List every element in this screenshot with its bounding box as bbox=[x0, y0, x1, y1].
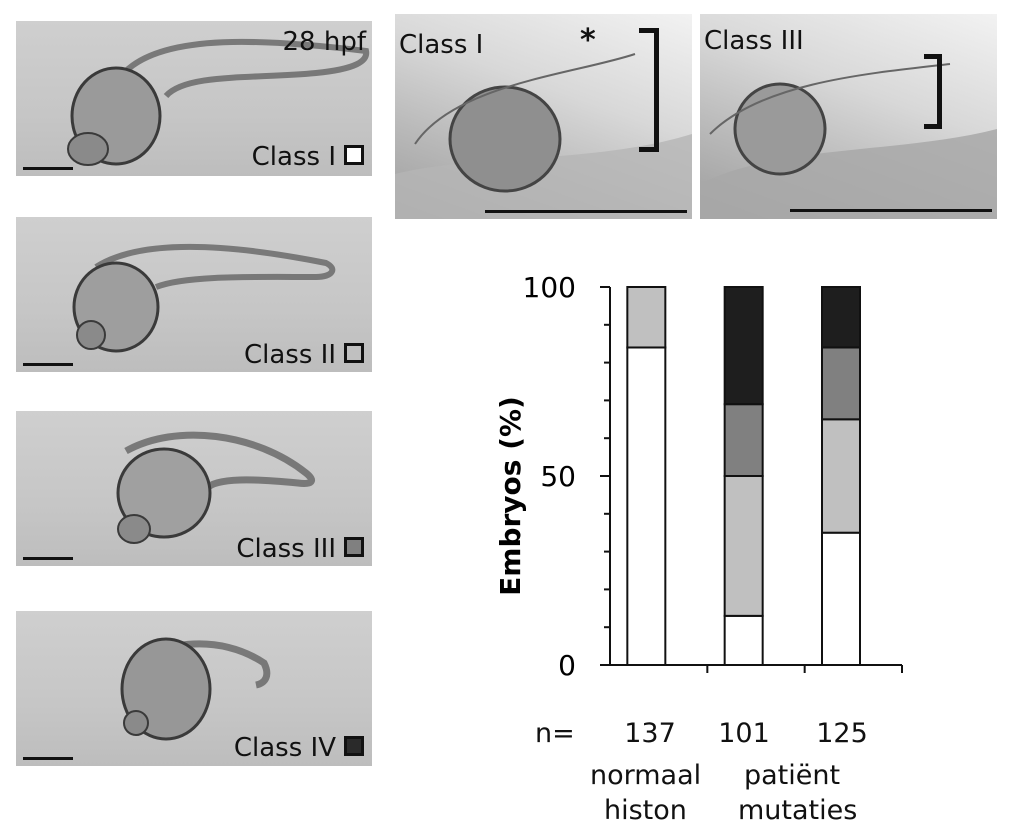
group-label-mut-line1: patiënt bbox=[744, 760, 841, 791]
class-label: Class II bbox=[243, 340, 336, 370]
class-4-swatch bbox=[344, 736, 364, 756]
y-tick-label: 50 bbox=[540, 460, 576, 493]
embryo-image-class-4 bbox=[120, 637, 271, 741]
class-3-swatch bbox=[344, 537, 364, 557]
closeup-class-1: Class I * bbox=[395, 14, 692, 219]
closeup-image-class-1 bbox=[395, 53, 692, 219]
bar-segment-class-ii bbox=[626, 286, 667, 349]
class-label: Class III bbox=[236, 534, 336, 564]
y-tick-label: 0 bbox=[558, 649, 576, 682]
class-label: Class I bbox=[251, 142, 336, 172]
closeup-label: Class I bbox=[399, 30, 484, 60]
n-value-wt: 137 bbox=[624, 718, 676, 749]
y-axis-label: Embryos (%) bbox=[494, 396, 527, 596]
bar-segment-class-iv bbox=[821, 286, 861, 349]
class-label: Class IV bbox=[233, 733, 336, 763]
scale-bar bbox=[485, 210, 687, 213]
group-label-mut-line2: mutaties bbox=[738, 795, 858, 826]
embryo-panel-class-4: Class IV bbox=[16, 611, 372, 766]
closeup-class-3: Class III bbox=[700, 14, 997, 219]
bracket-marker bbox=[639, 28, 659, 152]
bracket-marker bbox=[924, 54, 942, 129]
n-value-k91r: 125 bbox=[816, 718, 868, 749]
bar-segment-class-i bbox=[626, 346, 667, 666]
bar-segment-class-ii bbox=[821, 418, 861, 534]
group-label-wt-line1: normaal bbox=[590, 760, 702, 791]
n-label: n= bbox=[535, 718, 575, 749]
closeup-label: Class III bbox=[704, 26, 804, 56]
group-label-wt-line2: histon bbox=[604, 795, 687, 826]
scale-bar bbox=[790, 209, 992, 212]
stage-label: 28 hpf bbox=[282, 27, 366, 57]
embryo-panel-class-1: 28 hpf Class I bbox=[16, 21, 372, 176]
closeup-image-class-3 bbox=[700, 63, 997, 219]
class-2-swatch bbox=[344, 343, 364, 363]
scale-bar bbox=[23, 363, 73, 366]
scale-bar bbox=[23, 167, 73, 170]
asterisk-marker: * bbox=[580, 23, 596, 58]
embryo-image-class-3 bbox=[116, 431, 316, 544]
scale-bar bbox=[23, 557, 73, 560]
bar-segment-class-i bbox=[723, 614, 764, 666]
embryo-panel-class-3: Class III bbox=[16, 411, 372, 566]
class-1-swatch bbox=[344, 145, 364, 165]
bar-segment-class-iv bbox=[723, 286, 764, 406]
bar-segment-class-i bbox=[821, 531, 861, 667]
n-value-k91q: 101 bbox=[718, 718, 770, 749]
bar-segment-class-iii bbox=[723, 403, 764, 477]
embryo-panel-class-2: Class II bbox=[16, 217, 372, 372]
bar-segment-class-ii bbox=[723, 475, 764, 617]
embryo-image-class-1 bbox=[67, 38, 370, 166]
embryo-image-class-2 bbox=[72, 243, 336, 353]
y-tick-label: 100 bbox=[523, 271, 576, 304]
bar-segment-class-iii bbox=[821, 346, 861, 421]
scale-bar bbox=[23, 757, 73, 760]
